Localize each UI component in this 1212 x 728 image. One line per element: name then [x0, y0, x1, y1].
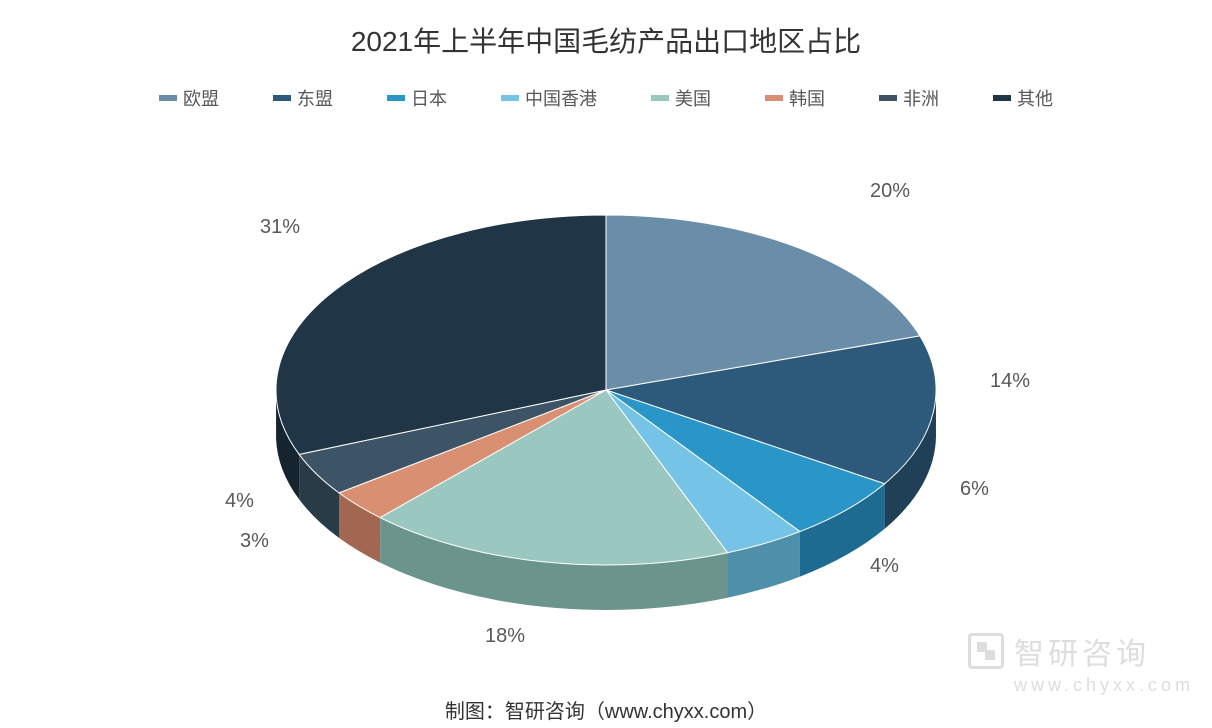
legend-swatch-icon — [501, 95, 519, 101]
watermark-logo-icon — [968, 633, 1004, 669]
legend-label: 东盟 — [297, 85, 333, 111]
legend-label: 韩国 — [789, 85, 825, 111]
legend-swatch-icon — [159, 95, 177, 101]
legend-label: 欧盟 — [183, 85, 219, 111]
watermark-brand: 智研咨询 — [1014, 629, 1150, 673]
legend-item: 欧盟 — [159, 85, 219, 111]
legend-item: 日本 — [387, 85, 447, 111]
legend-item: 非洲 — [879, 85, 939, 111]
legend-item: 其他 — [993, 85, 1053, 111]
legend-swatch-icon — [387, 95, 405, 101]
chart-container: 2021年上半年中国毛纺产品出口地区占比 欧盟东盟日本中国香港美国韩国非洲其他 … — [0, 0, 1212, 728]
legend-swatch-icon — [765, 95, 783, 101]
pie-data-label: 20% — [870, 180, 910, 203]
legend-label: 美国 — [675, 85, 711, 111]
legend-label: 日本 — [411, 85, 447, 111]
legend-label: 非洲 — [903, 85, 939, 111]
pie-data-label: 14% — [990, 370, 1030, 393]
legend-item: 中国香港 — [501, 85, 597, 111]
pie-data-label: 3% — [240, 530, 269, 553]
pie-chart — [256, 160, 956, 680]
legend-label: 中国香港 — [525, 85, 597, 111]
chart-credit: 制图：智研咨询（www.chyxx.com） — [0, 695, 1212, 724]
legend-swatch-icon — [993, 95, 1011, 101]
legend: 欧盟 东盟 日本 中国香港 美国 韩国 非洲 其他 — [0, 85, 1212, 111]
pie-data-label: 18% — [485, 625, 525, 648]
pie-data-label: 6% — [960, 478, 989, 501]
watermark: 智研咨询 www.chyxx.com — [968, 629, 1194, 696]
legend-swatch-icon — [879, 95, 897, 101]
legend-swatch-icon — [273, 95, 291, 101]
pie-data-label: 4% — [870, 555, 899, 578]
chart-title: 2021年上半年中国毛纺产品出口地区占比 — [0, 20, 1212, 60]
legend-item: 韩国 — [765, 85, 825, 111]
legend-label: 其他 — [1017, 85, 1053, 111]
legend-swatch-icon — [651, 95, 669, 101]
legend-item: 东盟 — [273, 85, 333, 111]
watermark-url: www.chyxx.com — [1014, 675, 1194, 696]
pie-data-label: 4% — [225, 490, 254, 513]
legend-item: 美国 — [651, 85, 711, 111]
pie-data-label: 31% — [260, 216, 300, 239]
